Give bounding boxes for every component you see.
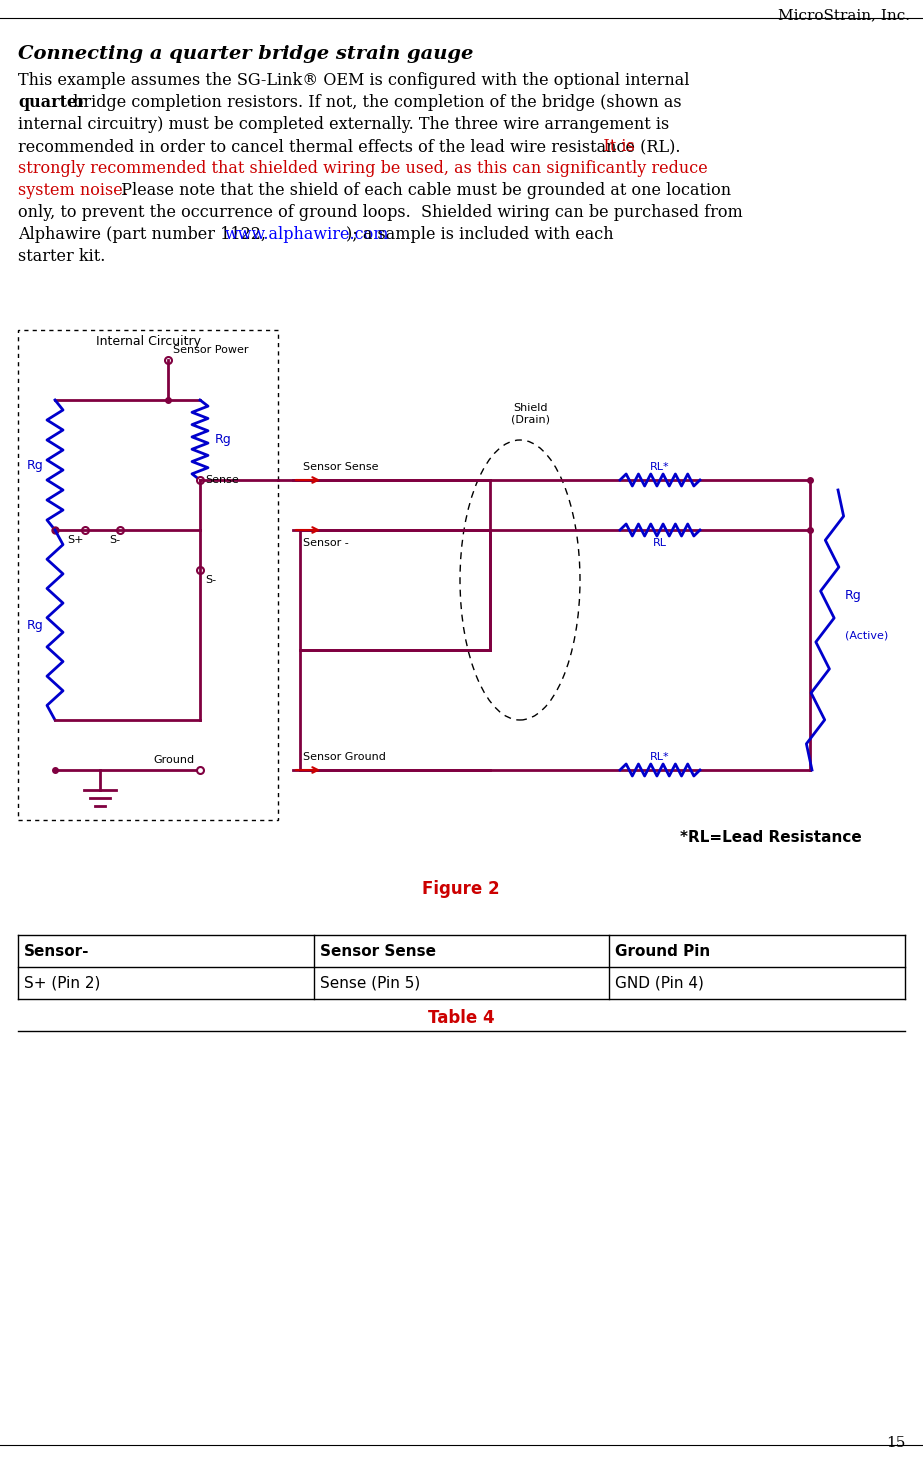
Text: S-: S- (110, 535, 121, 546)
Text: Sensor Power: Sensor Power (173, 345, 248, 356)
Text: Rg: Rg (845, 588, 862, 601)
Text: recommended in order to cancel thermal effects of the lead wire resistance (RL).: recommended in order to cancel thermal e… (18, 138, 680, 155)
Text: Rg: Rg (215, 433, 232, 446)
Text: Sensor Ground: Sensor Ground (303, 752, 386, 762)
Text: starter kit.: starter kit. (18, 249, 105, 265)
Text: Sensor-: Sensor- (24, 944, 90, 958)
Text: This example assumes the SG-Link® OEM is configured with the optional internal: This example assumes the SG-Link® OEM is… (18, 72, 689, 89)
Text: Sensor -: Sensor - (303, 538, 349, 549)
Text: *RL=Lead Resistance: *RL=Lead Resistance (680, 830, 862, 846)
Text: strongly recommended that shielded wiring be used, as this can significantly red: strongly recommended that shielded wirin… (18, 159, 708, 177)
Text: system noise.: system noise. (18, 181, 128, 199)
Text: Rg: Rg (27, 458, 43, 471)
Text: internal circuitry) must be completed externally. The three wire arrangement is: internal circuitry) must be completed ex… (18, 116, 669, 133)
Text: Internal Circuitry: Internal Circuitry (95, 335, 200, 348)
Text: only, to prevent the occurrence of ground loops.  Shielded wiring can be purchas: only, to prevent the occurrence of groun… (18, 203, 743, 221)
Text: RL*: RL* (650, 462, 670, 473)
Text: www.alphawire.com: www.alphawire.com (225, 225, 390, 243)
Text: S+: S+ (66, 535, 83, 546)
Text: RL*: RL* (650, 752, 670, 762)
Text: GND (Pin 4): GND (Pin 4) (616, 976, 704, 990)
Text: S-: S- (205, 575, 216, 585)
Text: Rg: Rg (27, 619, 43, 632)
Text: quarter: quarter (18, 94, 86, 111)
Text: Shield
(Drain): Shield (Drain) (510, 404, 549, 424)
Text: Figure 2: Figure 2 (422, 881, 500, 898)
Bar (18, 331, 278, 819)
Text: Ground Pin: Ground Pin (616, 944, 711, 958)
Text: Connecting a quarter bridge strain gauge: Connecting a quarter bridge strain gauge (18, 45, 473, 63)
Text: Table 4: Table 4 (427, 1009, 495, 1027)
Text: Alphawire (part number 1122,: Alphawire (part number 1122, (18, 225, 271, 243)
Text: (Active): (Active) (845, 631, 888, 639)
Text: RL: RL (653, 538, 667, 549)
Text: Ground: Ground (154, 755, 195, 765)
Text: 15: 15 (886, 1437, 905, 1450)
Text: Sensor Sense: Sensor Sense (319, 944, 436, 958)
Text: It is: It is (588, 138, 635, 155)
Text: Sense (Pin 5): Sense (Pin 5) (319, 976, 420, 990)
Text: Please note that the shield of each cable must be grounded at one location: Please note that the shield of each cabl… (111, 181, 731, 199)
Bar (300, 530, 490, 650)
Text: MicroStrain, Inc.: MicroStrain, Inc. (778, 7, 910, 22)
Text: Sense: Sense (205, 475, 239, 486)
Text: ); a sample is included with each: ); a sample is included with each (346, 225, 614, 243)
Text: S+ (Pin 2): S+ (Pin 2) (24, 976, 101, 990)
Text: Sensor Sense: Sensor Sense (303, 462, 378, 473)
Text: bridge completion resistors. If not, the completion of the bridge (shown as: bridge completion resistors. If not, the… (68, 94, 681, 111)
